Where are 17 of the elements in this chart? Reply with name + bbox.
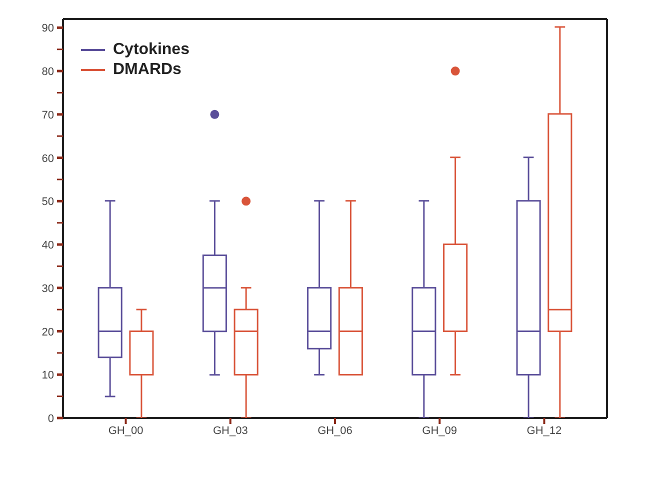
x-tick-label: GH_12	[526, 424, 562, 437]
x-tick-label: GH_09	[422, 424, 458, 437]
x-tick-label: GH_03	[212, 424, 248, 437]
legend-label: Cytokines	[113, 40, 190, 60]
y-tick-label: 30	[42, 282, 54, 295]
x-tick-label: GH_00	[108, 424, 144, 437]
y-tick-label: 70	[42, 109, 54, 122]
x-tick-label: GH_06	[318, 424, 352, 437]
y-tick-label: 0	[48, 413, 54, 425]
y-tick-label: 40	[42, 240, 54, 252]
y-tick-label: 90	[42, 22, 54, 35]
y-tick-label: 20	[42, 326, 54, 338]
legend-label: DMARDs	[113, 60, 182, 80]
y-tick-label: 60	[42, 152, 54, 165]
y-tick-label: 50	[42, 196, 54, 208]
y-tick-label: 10	[42, 370, 54, 382]
y-tick-label: 80	[42, 66, 54, 78]
